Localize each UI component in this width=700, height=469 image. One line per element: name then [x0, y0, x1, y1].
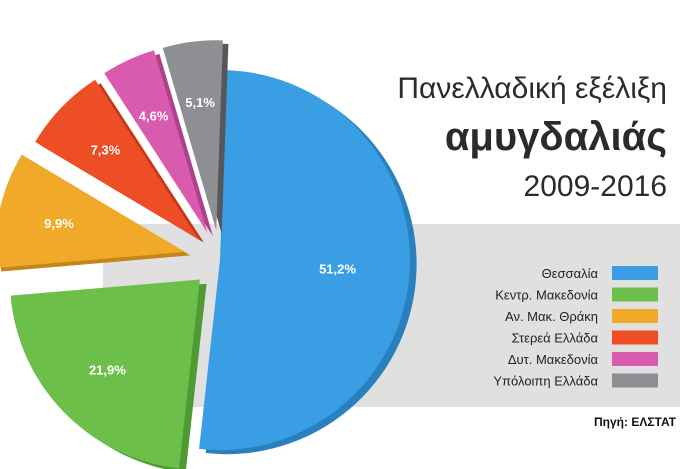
chart-title-line-3: 2009-2016 — [524, 170, 667, 203]
pie-labels: 51,2% 21,9% 9,9% 7,3% 4,6% 5,1% — [44, 95, 356, 378]
chart-title-line-2: αμυγδαλιάς — [445, 115, 667, 159]
source-note: Πηγή: ΕΛΣΤΑΤ — [594, 415, 677, 429]
legend-label-δυτ-μακεδονία: Δυτ. Μακεδονία — [508, 352, 599, 367]
legend-label-κεντρ-μακεδονία: Κεντρ. Μακεδονία — [495, 288, 598, 303]
slice-label-υπόλοιπη-ελλάδα: 5,1% — [185, 95, 215, 110]
pie-slice-δυτ-μακεδονία — [104, 50, 208, 233]
pie-slice-στερεά-ελλάδα — [35, 79, 199, 240]
slice-label-δυτ-μακεδονία: 4,6% — [139, 108, 169, 123]
legend-label-στερεά-ελλάδα: Στερεά Ελλάδα — [512, 331, 599, 346]
legend-swatch-δυτ-μακεδονία — [612, 352, 658, 366]
legend-swatch-αν-μακ-θράκη — [612, 309, 658, 323]
slice-label-κεντρ-μακεδονία: 21,9% — [89, 363, 126, 378]
legend-swatch-θεσσαλία — [612, 266, 658, 280]
legend-label-αν-μακ-θράκη: Αν. Μακ. Θράκη — [505, 309, 598, 324]
pie-slice-αν-μακ-θράκη — [0, 154, 185, 268]
legend-label-υπόλοιπη-ελλάδα: Υπόλοιπη Ελλάδα — [493, 374, 598, 389]
chart-title-line-1: Πανελλαδική εξέλιξη — [397, 72, 667, 105]
legend-swatch-υπόλοιπη-ελλάδα — [612, 373, 658, 388]
pie-slice-κεντρ-μακεδονία — [10, 279, 200, 469]
legend-label-θεσσαλία: Θεσσαλία — [542, 266, 599, 281]
slice-label-στερεά-ελλάδα: 7,3% — [91, 143, 121, 158]
legend-swatch-κεντρ-μακεδονία — [612, 287, 658, 302]
slice-label-θεσσαλία: 51,2% — [319, 262, 356, 277]
pie-slice-υπόλοιπη-ελλάδα — [162, 40, 223, 231]
pie-slice-θεσσαλία — [199, 70, 410, 450]
legend-swatch-στερεά-ελλάδα — [612, 330, 658, 345]
slice-label-αν-μακ-θράκη: 9,9% — [44, 216, 74, 231]
legend: Θεσσαλία Κεντρ. Μακεδονία Αν. Μακ. Θράκη Στ… — [493, 266, 658, 389]
pie-slices — [0, 40, 417, 469]
